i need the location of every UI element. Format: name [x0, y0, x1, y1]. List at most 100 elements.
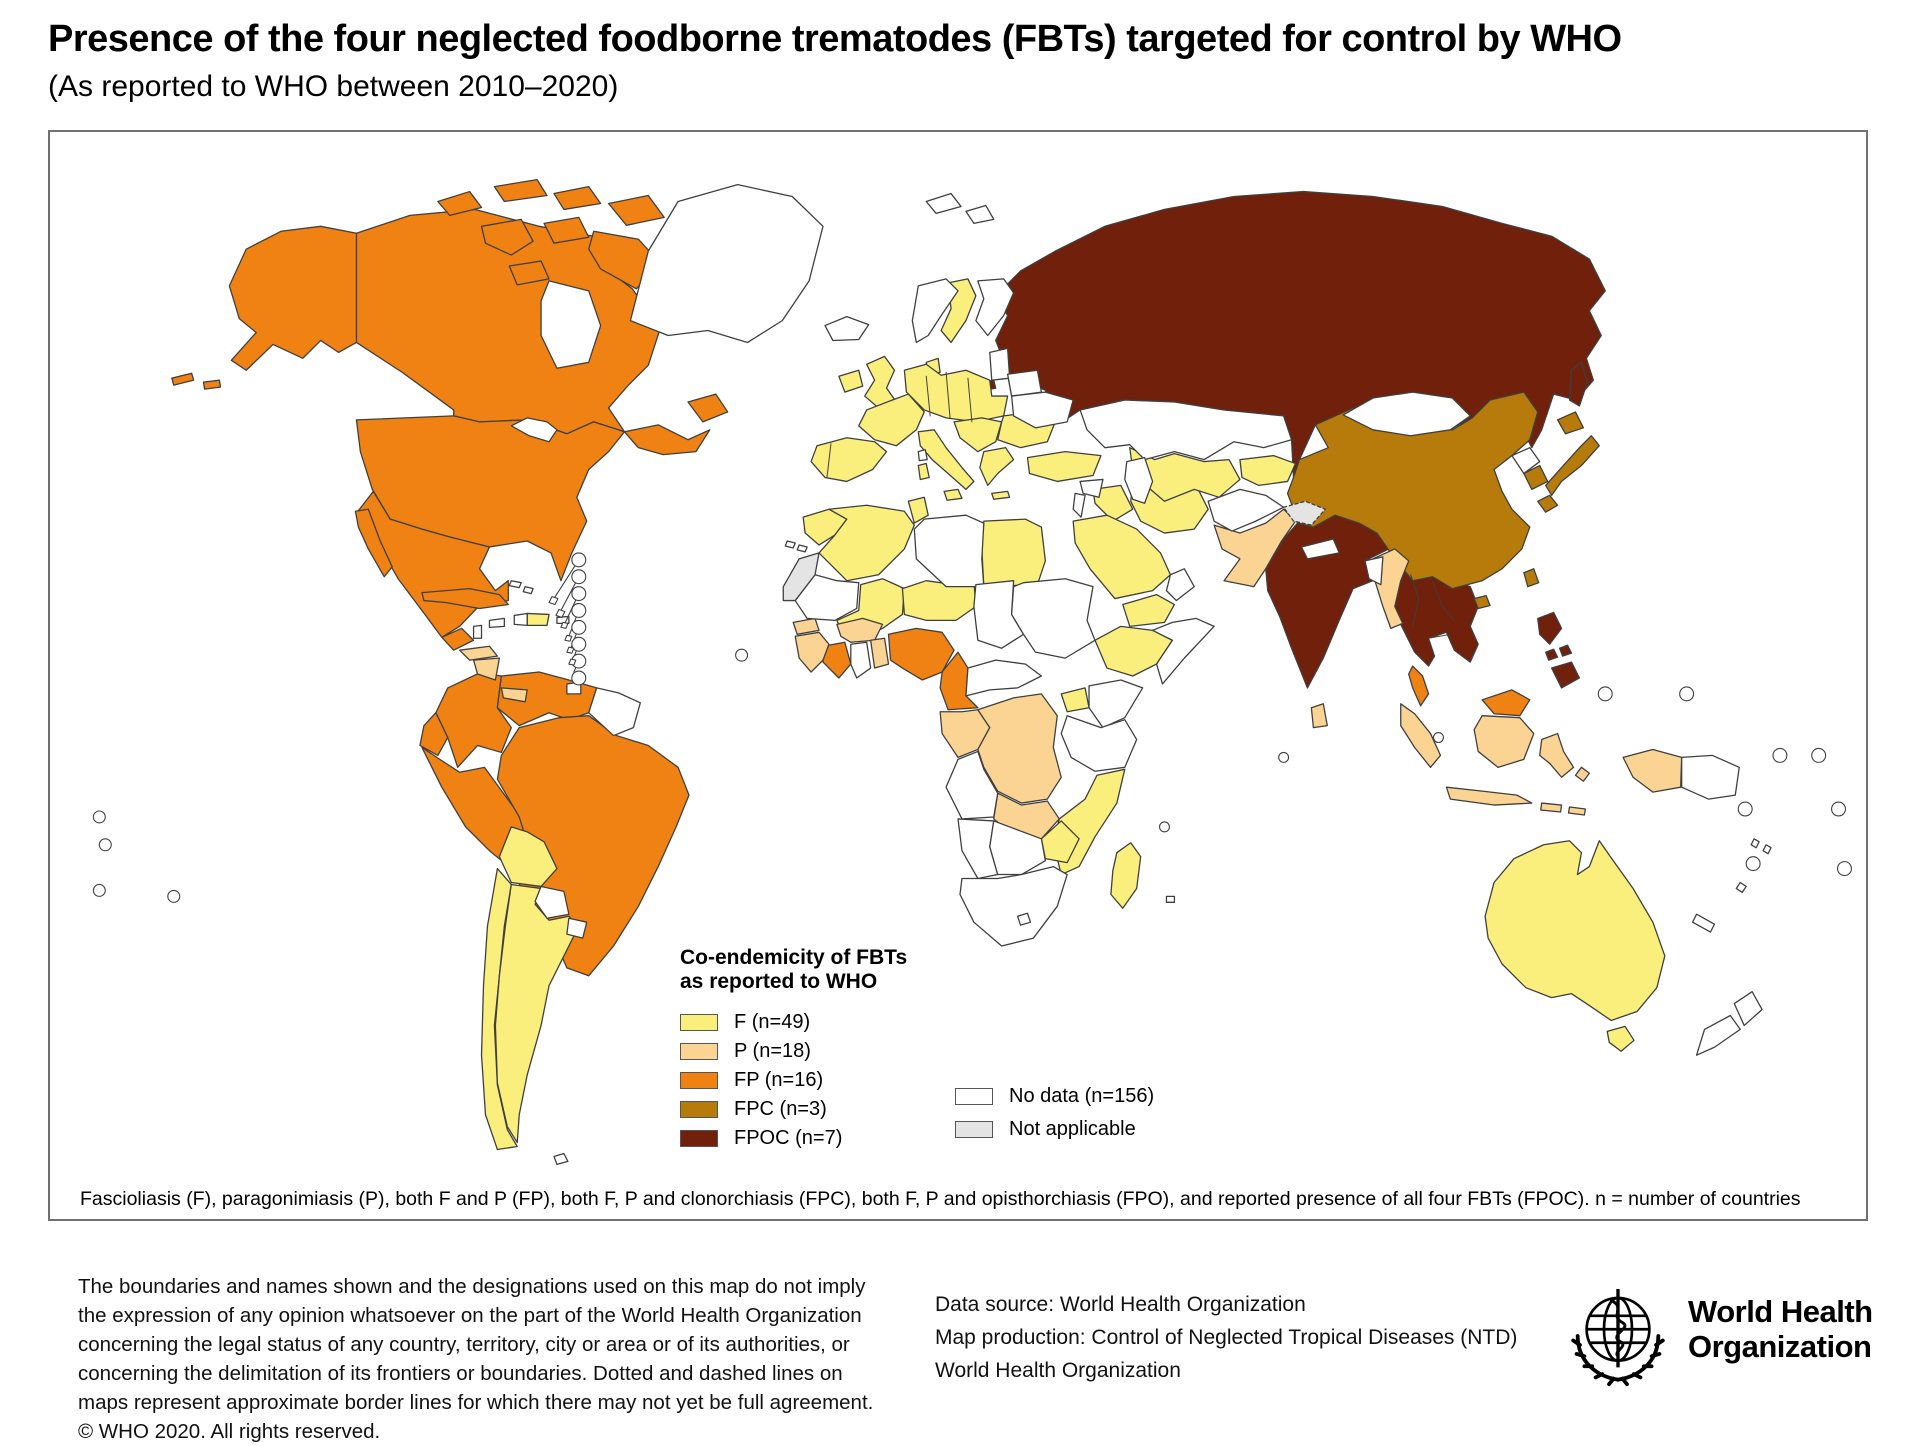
region-iberia — [810, 437, 888, 483]
legend-item-FPOC: FPOC (n=7) — [680, 1124, 907, 1153]
region-island-circle — [92, 810, 106, 824]
region-nicaragua — [472, 657, 501, 681]
legend-item-ND: No data (n=156) — [955, 1080, 1154, 1113]
world-map — [92, 179, 1852, 1166]
region-island-circle — [735, 648, 749, 662]
region-tasmania — [1606, 1025, 1635, 1052]
legend-items: F (n=49) P (n=18) FP (n=16) FPC (n=3) FPOC (… — [680, 1008, 907, 1153]
region-philippines — [1550, 661, 1581, 689]
region-newfoundland — [687, 393, 729, 423]
region-baltics — [989, 347, 1011, 381]
region-syria — [1079, 478, 1104, 498]
region-libya — [913, 514, 985, 588]
legend-swatch-F — [680, 1014, 718, 1031]
region-jamaica — [488, 617, 505, 628]
legend-swatch-FPC — [680, 1101, 718, 1118]
region-kenya — [1088, 679, 1144, 729]
region-greenland — [629, 183, 824, 344]
region-sakhalin — [1568, 361, 1589, 407]
region-south-korea — [1523, 464, 1549, 491]
legend-label-F: F (n=49) — [734, 1011, 811, 1033]
region-island-circle — [1158, 821, 1170, 833]
region-arctic-islands — [543, 216, 590, 244]
region-oman — [1165, 568, 1195, 602]
region-arctic-islands — [493, 179, 548, 203]
page-subtitle: (As reported to WHO between 2010–2020) — [48, 70, 619, 103]
region-papua-new-guinea — [1681, 754, 1740, 800]
region-cuba — [421, 587, 509, 610]
region-island-circle — [1432, 732, 1444, 744]
region-island-circle — [1745, 856, 1761, 872]
legend-item-P: P (n=18) — [680, 1037, 907, 1066]
region-falklands — [553, 1152, 569, 1166]
antilles-callout — [548, 552, 587, 686]
region-sudan — [1010, 578, 1096, 659]
region-finland — [975, 278, 1015, 337]
region-lesser-sunda — [1567, 806, 1587, 816]
map-footnote: Fascioliasis (F), paragonimiasis (P), bo… — [80, 1188, 1801, 1210]
region-alaska — [228, 225, 358, 371]
region-bangladesh — [1364, 556, 1384, 586]
region-pacific-islands — [1762, 844, 1772, 855]
region-sicily — [943, 488, 963, 501]
region-uruguay — [566, 917, 588, 939]
region-island-circle — [571, 552, 587, 568]
region-antilles-islands — [560, 621, 569, 629]
region-maluku — [1574, 766, 1590, 782]
region-guyanas — [588, 687, 641, 737]
legend-label-ND: No data (n=156) — [1009, 1085, 1155, 1107]
legend-title: Co-endemicity of FBTs as reported to WHO — [680, 946, 908, 993]
region-island-circle — [1597, 686, 1613, 702]
legend: Co-endemicity of FBTs as reported to WHO… — [680, 946, 907, 1153]
region-island-circle — [571, 569, 587, 585]
region-belize — [472, 624, 483, 639]
region-arctic-islands — [553, 185, 602, 211]
region-island-circle — [1836, 861, 1852, 877]
region-philippines — [1558, 644, 1573, 657]
region-island-circle — [98, 838, 112, 852]
region-canary-islands — [796, 544, 808, 553]
island-circles — [92, 648, 1852, 903]
region-dominican-republic — [526, 612, 550, 627]
region-island-circle — [571, 619, 587, 635]
legend-swatch-NA — [955, 1121, 993, 1138]
region-turkey — [1026, 451, 1102, 483]
region-philippines — [1545, 648, 1559, 661]
region-island-circle — [571, 602, 587, 618]
region-chile — [480, 867, 518, 1151]
legend-swatch-P — [680, 1043, 718, 1060]
region-island-circle — [1772, 747, 1788, 763]
region-pacific-islands — [1750, 838, 1760, 849]
region-somalia — [1151, 617, 1215, 685]
region-malaysia-peninsular — [1408, 665, 1430, 707]
region-central-african-republic — [965, 659, 1043, 697]
region-island-circle — [1278, 751, 1290, 763]
footer-line: Map production: Control of Neglected Tro… — [935, 1326, 1518, 1349]
legend-label-FP: FP (n=16) — [734, 1069, 824, 1091]
region-kyrgyzstan-tajikistan — [1239, 454, 1297, 487]
region-arctic-islands — [508, 260, 550, 286]
legend-extra-items: No data (n=156) Not applicable — [955, 1080, 1154, 1146]
region-maritimes — [623, 424, 711, 456]
region-hainan — [1473, 594, 1491, 610]
legend-item-FP: FP (n=16) — [680, 1066, 907, 1095]
region-lesser-sunda — [1540, 802, 1563, 813]
region-mongolia — [1342, 391, 1471, 437]
footer-disclaimer: The boundaries and names shown and the d… — [78, 1272, 873, 1446]
page-title: Presence of the four neglected foodborne… — [48, 18, 1622, 60]
region-island-circle — [1679, 686, 1695, 702]
region-bahamas — [522, 586, 534, 595]
region-yemen — [1122, 593, 1176, 628]
region-malaysia-borneo — [1481, 689, 1531, 717]
region-japan — [1545, 435, 1600, 496]
region-tanzania — [1060, 715, 1138, 772]
region-iceland — [824, 315, 870, 342]
region-pacific-islands — [1735, 881, 1747, 894]
footer-line: concerning the delimitation of its front… — [78, 1362, 843, 1385]
region-japan — [1537, 494, 1559, 513]
footer-line: World Health Organization — [935, 1359, 1181, 1382]
region-ukraine — [1010, 391, 1074, 429]
region-island-circle — [571, 670, 587, 686]
region-bahamas — [508, 580, 522, 589]
region-island-circle — [167, 889, 181, 903]
